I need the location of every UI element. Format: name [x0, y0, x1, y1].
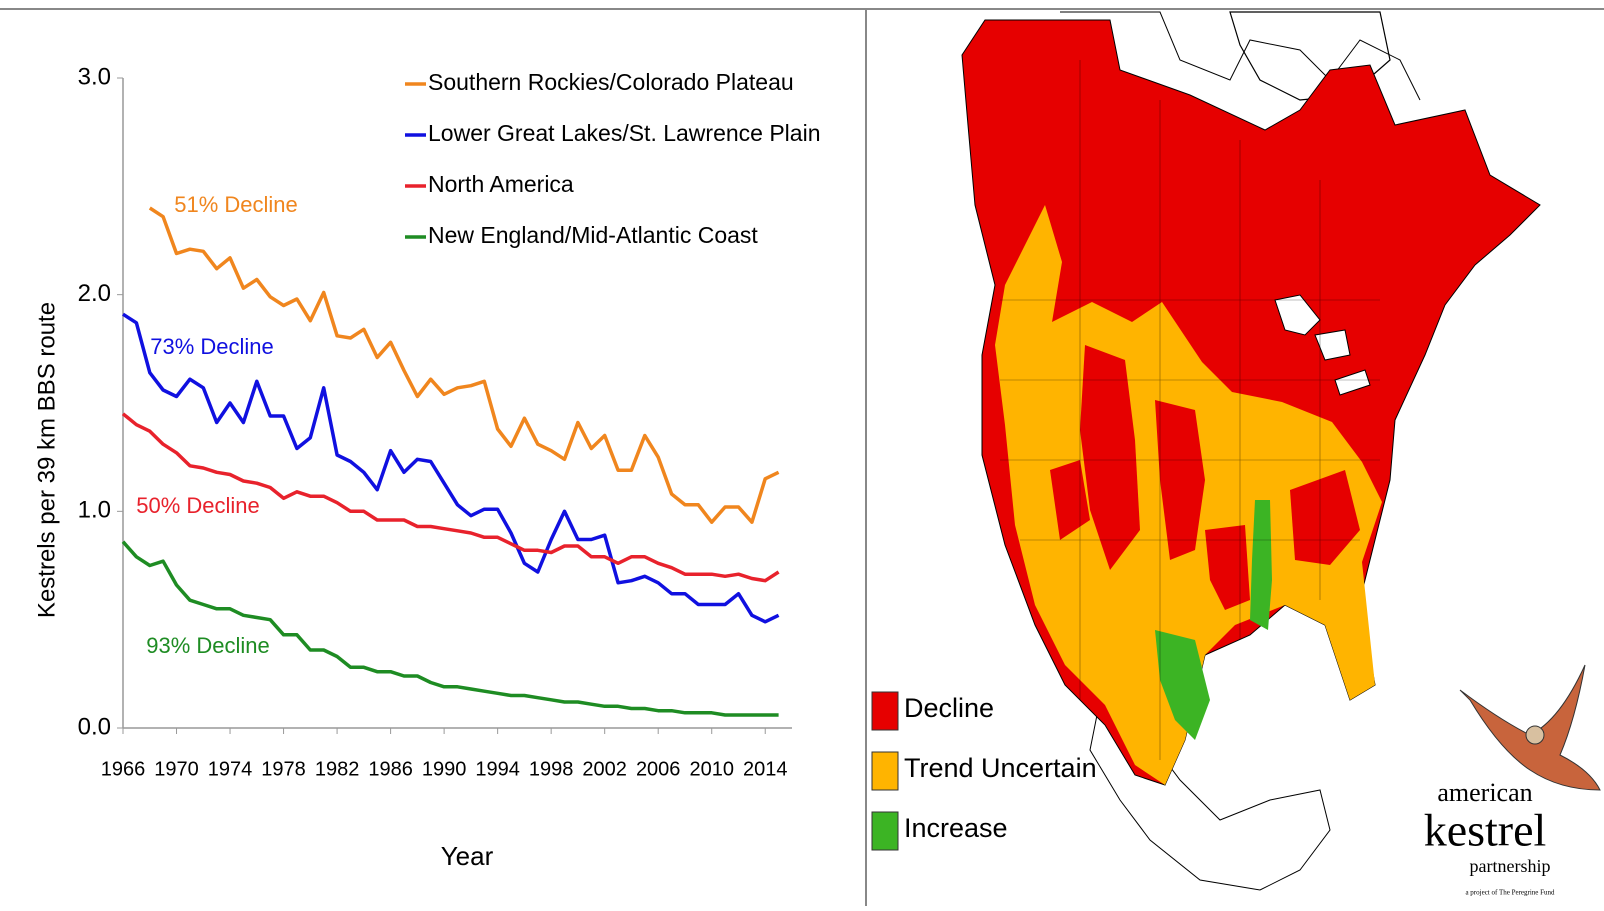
annotation: 73% Decline	[150, 334, 274, 359]
x-axis-label: Year	[441, 841, 494, 871]
x-tick-label: 1998	[529, 758, 574, 780]
y-tick-label: 1.0	[78, 497, 111, 524]
map-legend-swatch	[872, 692, 898, 730]
x-tick-label: 2010	[689, 758, 734, 780]
x-tick-label: 1970	[154, 758, 199, 780]
x-tick-label: 1974	[208, 758, 253, 780]
annotation: 50% Decline	[136, 493, 260, 518]
y-tick-label: 3.0	[78, 63, 111, 90]
x-tick-label: 2002	[582, 758, 627, 780]
legend-label: Southern Rockies/Colorado Plateau	[428, 69, 794, 95]
x-tick-label: 2006	[636, 758, 681, 780]
map-legend-label: Trend Uncertain	[904, 753, 1097, 783]
x-tick-label: 1966	[101, 758, 146, 780]
annotation: 51% Decline	[174, 192, 298, 217]
x-tick-label: 1986	[368, 758, 413, 780]
logo-text: american	[1437, 778, 1532, 807]
x-tick-label: 1982	[315, 758, 360, 780]
logo-text: a project of The Peregrine Fund	[1465, 889, 1555, 897]
map-legend-swatch	[872, 752, 898, 790]
page: Kestrels per 39 km BBS route Year 0.0 1.0…	[0, 0, 1604, 906]
legend-label: North America	[428, 171, 574, 197]
y-tick-label: 2.0	[78, 280, 111, 307]
y-axis-label: Kestrels per 39 km BBS route	[33, 302, 60, 618]
map-legend-label: Increase	[904, 813, 1008, 843]
x-tick-label: 1978	[261, 758, 306, 780]
map-legend-swatch	[872, 812, 898, 850]
x-tick-label: 1994	[475, 758, 520, 780]
x-tick-label: 2014	[743, 758, 788, 780]
logo-text: partnership	[1470, 856, 1551, 876]
y-tick-label: 0.0	[78, 713, 111, 740]
kestrel-head	[1526, 726, 1544, 744]
annotation: 93% Decline	[146, 633, 270, 658]
legend-label: Lower Great Lakes/St. Lawrence Plain	[428, 120, 820, 146]
legend-label: New England/Mid-Atlantic Coast	[428, 222, 758, 248]
logo-text: kestrel	[1424, 805, 1547, 856]
map-legend-label: Decline	[904, 693, 994, 723]
x-tick-label: 1990	[422, 758, 467, 780]
